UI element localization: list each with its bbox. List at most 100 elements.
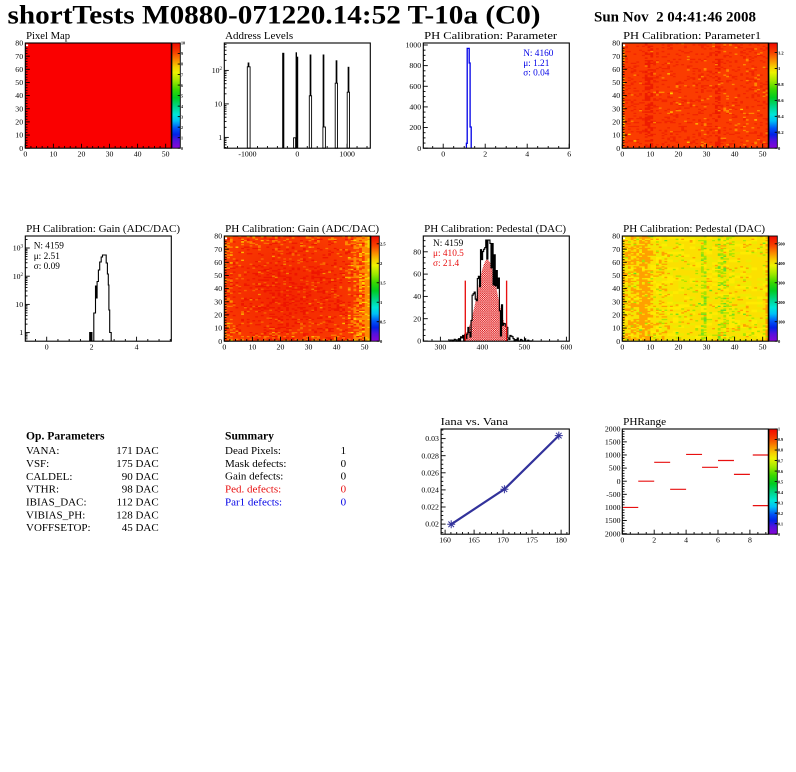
svg-text:σ: 0.09: σ: 0.09 bbox=[34, 262, 61, 272]
svg-text:170: 170 bbox=[497, 536, 509, 545]
svg-text:0: 0 bbox=[778, 532, 780, 537]
svg-text:60: 60 bbox=[214, 258, 222, 267]
svg-text:2: 2 bbox=[181, 125, 183, 130]
svg-text:500: 500 bbox=[778, 241, 786, 246]
svg-text:171 DAC: 171 DAC bbox=[116, 445, 158, 457]
svg-text:40: 40 bbox=[15, 91, 23, 100]
svg-text:1: 1 bbox=[778, 66, 781, 71]
svg-text:6: 6 bbox=[567, 150, 571, 159]
svg-text:μ: 2.51: μ: 2.51 bbox=[34, 252, 61, 262]
svg-text:20: 20 bbox=[675, 150, 683, 159]
svg-text:VTHR:: VTHR: bbox=[26, 484, 59, 496]
svg-text:1: 1 bbox=[181, 135, 183, 140]
svg-text:500: 500 bbox=[609, 464, 621, 473]
svg-text:0: 0 bbox=[341, 496, 347, 508]
svg-text:4: 4 bbox=[135, 343, 139, 352]
svg-text:0.7: 0.7 bbox=[778, 458, 783, 463]
svg-text:300: 300 bbox=[435, 343, 447, 352]
svg-text:80: 80 bbox=[413, 247, 421, 256]
svg-text:10: 10 bbox=[49, 150, 57, 159]
svg-text:10: 10 bbox=[15, 131, 23, 140]
svg-text:0: 0 bbox=[181, 146, 183, 151]
svg-text:175: 175 bbox=[526, 536, 538, 545]
svg-text:4: 4 bbox=[181, 104, 183, 109]
svg-text:0: 0 bbox=[417, 337, 421, 346]
svg-text:IBIAS_DAC:: IBIAS_DAC: bbox=[26, 497, 87, 509]
svg-text:60: 60 bbox=[612, 65, 620, 74]
svg-text:7: 7 bbox=[181, 72, 183, 77]
svg-text:70: 70 bbox=[612, 52, 620, 61]
svg-text:0: 0 bbox=[616, 144, 620, 153]
svg-text:CALDEL:: CALDEL: bbox=[26, 471, 72, 483]
svg-text:PH Calibration: Parameter: PH Calibration: Parameter bbox=[424, 31, 558, 42]
svg-text:9: 9 bbox=[181, 51, 183, 56]
svg-text:1000: 1000 bbox=[605, 451, 621, 460]
svg-text:800: 800 bbox=[409, 61, 421, 70]
svg-text:20: 20 bbox=[675, 343, 683, 352]
svg-text:10: 10 bbox=[214, 324, 222, 333]
svg-text:0.9: 0.9 bbox=[778, 437, 783, 442]
svg-text:10: 10 bbox=[248, 343, 256, 352]
svg-text:1: 1 bbox=[341, 445, 347, 457]
svg-text:1: 1 bbox=[778, 427, 780, 432]
svg-text:10: 10 bbox=[646, 150, 654, 159]
svg-text:0: 0 bbox=[295, 150, 299, 159]
svg-text:80: 80 bbox=[15, 39, 23, 48]
svg-text:0.8: 0.8 bbox=[778, 448, 783, 453]
svg-text:1: 1 bbox=[218, 133, 222, 142]
svg-text:1.5: 1.5 bbox=[380, 280, 386, 285]
svg-text:2: 2 bbox=[380, 261, 383, 266]
svg-text:σ: 0.04: σ: 0.04 bbox=[523, 69, 550, 79]
svg-text:6: 6 bbox=[716, 536, 720, 545]
svg-text:μ: 1.21: μ: 1.21 bbox=[523, 59, 550, 69]
svg-text:103: 103 bbox=[13, 244, 24, 253]
svg-text:2.5: 2.5 bbox=[380, 241, 386, 246]
svg-text:50: 50 bbox=[162, 150, 170, 159]
svg-text:N: 4160: N: 4160 bbox=[523, 49, 554, 59]
svg-text:VOFFSETOP:: VOFFSETOP: bbox=[26, 522, 91, 534]
svg-text:40: 40 bbox=[612, 284, 620, 293]
svg-text:-1000: -1000 bbox=[238, 150, 256, 159]
svg-text:50: 50 bbox=[214, 271, 222, 280]
svg-text:2: 2 bbox=[483, 150, 487, 159]
svg-text:PH Calibration: Pedestal (DAC): PH Calibration: Pedestal (DAC) bbox=[424, 224, 566, 235]
svg-text:PH Calibration: Pedestal (DAC): PH Calibration: Pedestal (DAC) bbox=[623, 224, 765, 235]
svg-text:-500: -500 bbox=[606, 490, 620, 499]
svg-text:10: 10 bbox=[15, 300, 23, 309]
svg-text:Mask defects:: Mask defects: bbox=[225, 458, 286, 470]
svg-text:400: 400 bbox=[778, 261, 786, 266]
svg-text:PH Calibration: Gain (ADC/DAC): PH Calibration: Gain (ADC/DAC) bbox=[26, 224, 180, 235]
svg-text:30: 30 bbox=[703, 150, 711, 159]
svg-text:0.1: 0.1 bbox=[778, 521, 783, 526]
svg-text:0: 0 bbox=[620, 150, 624, 159]
svg-text:20: 20 bbox=[413, 314, 421, 323]
svg-text:0.5: 0.5 bbox=[380, 319, 386, 324]
svg-text:6: 6 bbox=[181, 83, 183, 88]
svg-text:10: 10 bbox=[181, 41, 185, 46]
svg-text:180: 180 bbox=[555, 536, 567, 545]
svg-text:20: 20 bbox=[214, 311, 222, 320]
svg-text:600: 600 bbox=[409, 82, 421, 91]
svg-text:0.5: 0.5 bbox=[778, 479, 783, 484]
svg-text:50: 50 bbox=[759, 343, 767, 352]
svg-text:400: 400 bbox=[409, 103, 421, 112]
svg-text:0.4: 0.4 bbox=[778, 490, 783, 495]
svg-text:PH Calibration: Gain (ADC/DAC): PH Calibration: Gain (ADC/DAC) bbox=[225, 224, 379, 235]
svg-text:175 DAC: 175 DAC bbox=[116, 458, 158, 470]
svg-text:600: 600 bbox=[561, 343, 573, 352]
svg-text:70: 70 bbox=[15, 52, 23, 61]
svg-text:50: 50 bbox=[612, 78, 620, 87]
svg-text:VIBIAS_PH:: VIBIAS_PH: bbox=[26, 509, 85, 521]
svg-text:102: 102 bbox=[212, 66, 223, 75]
svg-text:4: 4 bbox=[684, 536, 688, 545]
svg-text:1000: 1000 bbox=[605, 503, 621, 512]
svg-text:Ped. defects:: Ped. defects: bbox=[225, 484, 281, 496]
svg-text:N: 4159: N: 4159 bbox=[433, 239, 464, 249]
svg-text:10: 10 bbox=[612, 131, 620, 140]
svg-text:30: 30 bbox=[703, 343, 711, 352]
svg-text:60: 60 bbox=[612, 258, 620, 267]
svg-text:0.2: 0.2 bbox=[778, 511, 783, 516]
svg-text:45 DAC: 45 DAC bbox=[122, 522, 159, 534]
svg-text:20: 20 bbox=[612, 311, 620, 320]
svg-text:5: 5 bbox=[181, 93, 183, 98]
